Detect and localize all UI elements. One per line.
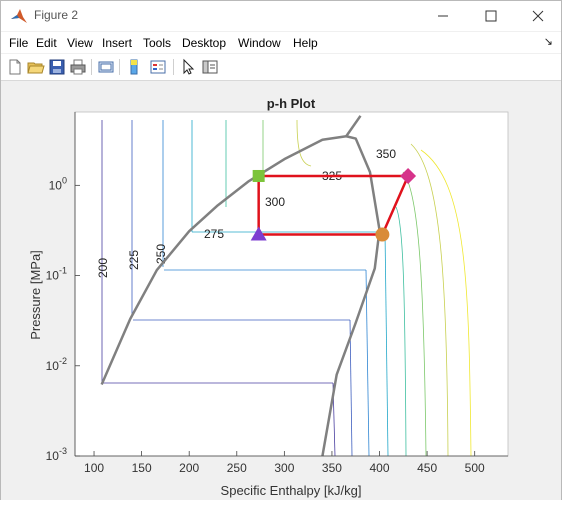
saturation-curve [100, 135, 381, 457]
menu-file[interactable]: File [9, 36, 29, 50]
isotherm-label: 350 [376, 147, 396, 161]
state-marker-diamond [400, 167, 417, 184]
toolbar-separator [91, 59, 92, 75]
y-tick-label: 10-2 [46, 356, 67, 373]
isotherm-line [296, 119, 312, 167]
isotherm-label: 250 [154, 244, 168, 264]
axes: 100 150 200 250 300 350 400 450 500 10-3 10-2 10-1 1… [46, 112, 508, 475]
isotherm-label: 225 [127, 250, 141, 270]
isotherm-label: 300 [265, 195, 285, 209]
isotherm-line [420, 149, 472, 457]
isotherm-label: 200 [96, 258, 110, 278]
insert-legend-icon[interactable] [149, 58, 167, 76]
insert-colorbar-icon[interactable] [125, 58, 143, 76]
figure-toolbar [1, 54, 561, 81]
state-marker-triangle [250, 226, 267, 241]
state-markers [250, 167, 417, 242]
title-bar: Figure 2 [1, 1, 561, 31]
menu-bar: File Edit View Insert Tools Desktop Wind… [1, 32, 561, 53]
menu-desktop[interactable]: Desktop [182, 36, 227, 50]
x-tick-label: 500 [465, 461, 485, 475]
y-tick-label: 10-3 [46, 446, 67, 463]
x-tick-label: 200 [179, 461, 199, 475]
x-tick-label: 400 [370, 461, 390, 475]
menu-window[interactable]: Window [238, 36, 281, 50]
minimize-button[interactable] [420, 1, 466, 31]
maximize-button[interactable] [468, 1, 514, 31]
x-tick-label: 350 [322, 461, 342, 475]
y-axis-label: Pressure [MPa] [28, 250, 43, 340]
isotherm-line [384, 231, 389, 457]
state-marker-circle [375, 227, 390, 242]
isotherm-line [410, 143, 449, 457]
menu-insert[interactable]: Insert [102, 36, 133, 50]
state-marker-square [252, 169, 265, 182]
isotherm-line [349, 319, 353, 457]
x-axis-label: Specific Enthalpy [kJ/kg] [221, 483, 362, 498]
menu-help[interactable]: Help [293, 36, 318, 50]
menu-view[interactable]: View [67, 36, 93, 50]
x-tick-label: 450 [417, 461, 437, 475]
x-tick-label: 300 [274, 461, 294, 475]
x-tick-label: 150 [132, 461, 152, 475]
open-file-icon[interactable] [27, 58, 45, 76]
isotherm-line [402, 171, 427, 457]
x-tick-label: 250 [227, 461, 247, 475]
menu-edit[interactable]: Edit [36, 36, 57, 50]
isotherm-label: 275 [204, 227, 224, 241]
plot-title: p-h Plot [267, 96, 316, 111]
edit-plot-arrow-icon[interactable] [179, 58, 197, 76]
saturation-dome [100, 115, 381, 457]
dock-figure-icon[interactable]: ↘ [543, 36, 553, 48]
matlab-logo-icon [11, 9, 27, 23]
isotherm-line [395, 206, 407, 457]
close-button[interactable] [515, 1, 561, 31]
property-inspector-icon[interactable] [201, 58, 219, 76]
save-icon[interactable] [48, 58, 66, 76]
x-tick-label: 100 [84, 461, 104, 475]
print-icon[interactable] [69, 58, 87, 76]
toolbar-separator [119, 59, 120, 75]
isotherm-line [365, 269, 370, 457]
menu-tools[interactable]: Tools [143, 36, 172, 50]
figure-canvas: 200 225 250 275 300 325 350 100 150 200 250 300 350… [1, 82, 561, 500]
link-plot-icon[interactable] [97, 58, 115, 76]
y-tick-label: 100 [49, 175, 67, 192]
toolbar-separator [173, 59, 174, 75]
saturation-curve-spur [345, 115, 362, 137]
window-title: Figure 2 [34, 8, 79, 22]
new-figure-icon[interactable] [6, 58, 24, 76]
y-tick-label: 10-1 [46, 266, 67, 283]
